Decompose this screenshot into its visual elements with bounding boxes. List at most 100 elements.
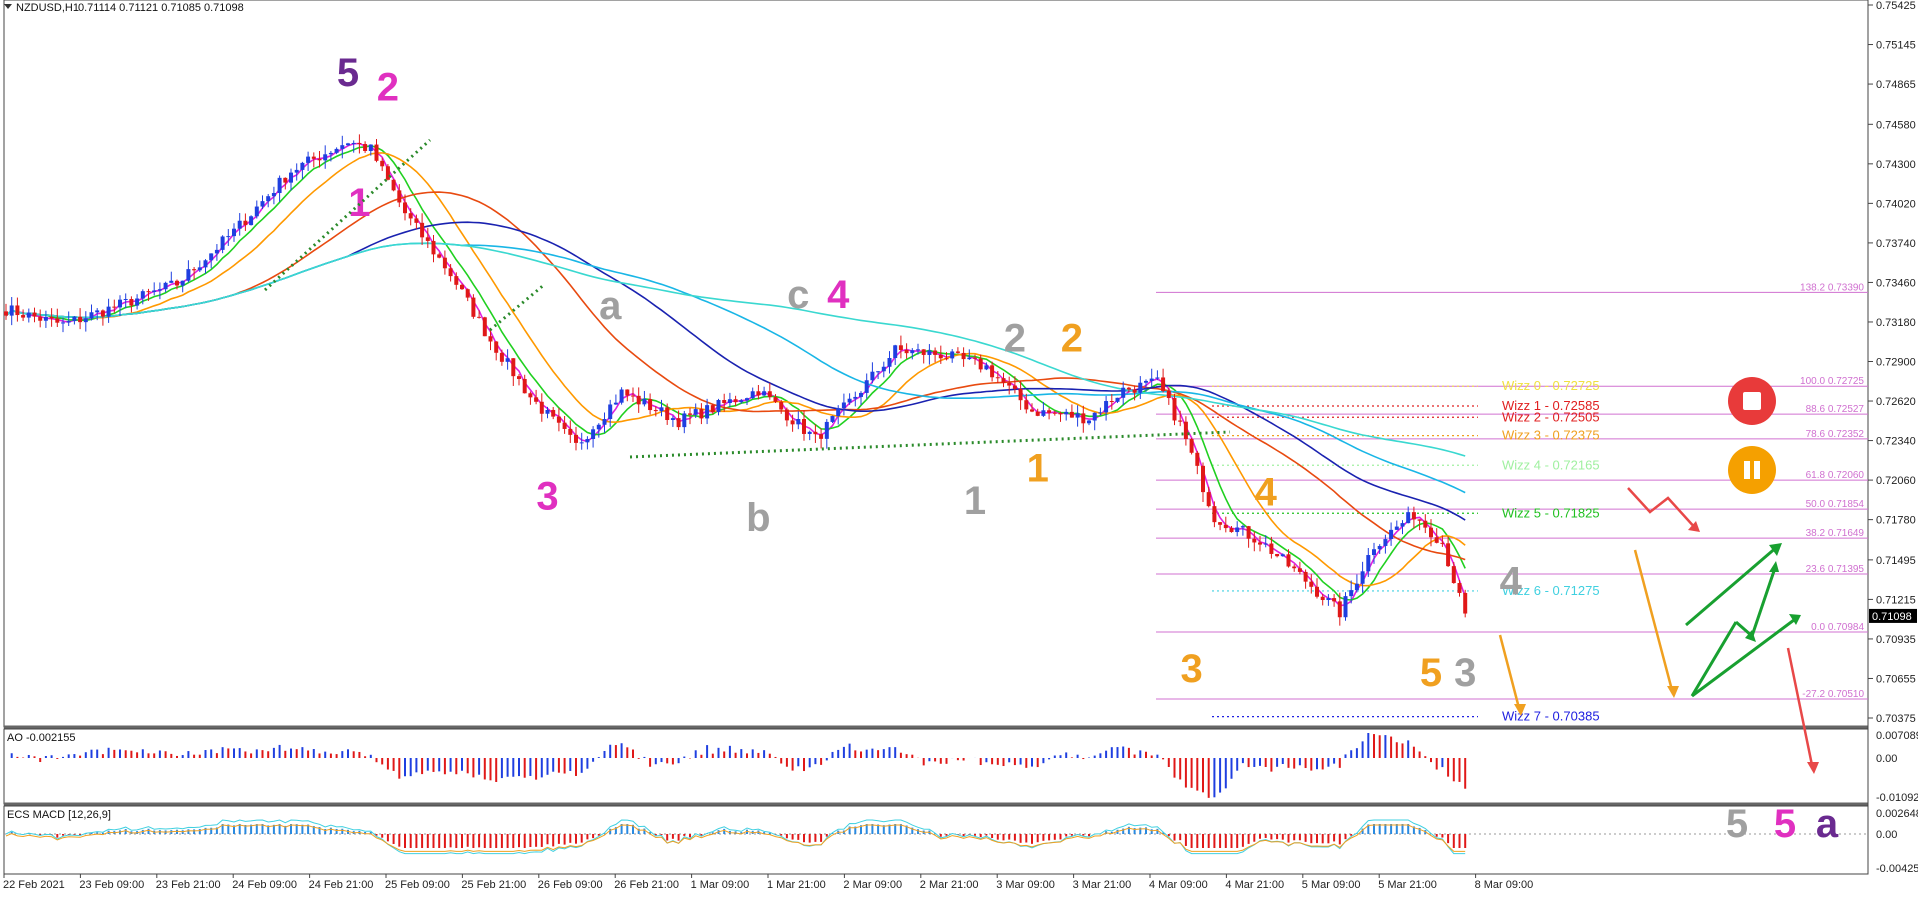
- candle-body: [551, 409, 556, 417]
- price-tick-label: 0.75425: [1876, 0, 1916, 12]
- candle-body: [790, 420, 795, 425]
- wave-label: 2: [1061, 317, 1083, 361]
- candle-body: [876, 371, 881, 373]
- candle-body: [602, 419, 607, 425]
- candle-body: [1446, 543, 1451, 567]
- candle-body: [374, 144, 379, 161]
- candle-body: [4, 311, 8, 316]
- candle-body: [140, 291, 145, 299]
- candle-body: [727, 399, 732, 404]
- candle-body: [1349, 590, 1354, 597]
- candle-body: [1229, 528, 1234, 533]
- candle-body: [209, 253, 214, 261]
- candle-body: [517, 376, 521, 379]
- wave-label: 4: [1500, 559, 1523, 603]
- candle-body: [397, 190, 402, 203]
- candle-body: [1081, 413, 1086, 424]
- candle-body: [340, 145, 345, 149]
- candle-body: [1087, 420, 1091, 424]
- candle-body: [579, 442, 584, 444]
- pause-icon-bar-right: [1754, 461, 1760, 479]
- candle-body: [1463, 592, 1468, 614]
- wizz-label: Wizz 3 - 0.72375: [1502, 428, 1600, 443]
- stop-button[interactable]: [1728, 377, 1776, 425]
- macd-signal-line: [5, 824, 1466, 852]
- candle-body: [784, 409, 789, 421]
- candle-body: [978, 358, 983, 370]
- collapse-triangle-icon[interactable]: [4, 4, 12, 9]
- candle-body: [1377, 545, 1382, 550]
- candle-body: [938, 354, 943, 359]
- candle-body: [1144, 380, 1148, 383]
- candle-body: [688, 413, 692, 415]
- candle-body: [613, 402, 618, 405]
- fib-label: 138.2 0.73390: [1800, 282, 1864, 293]
- candle-body: [653, 410, 658, 412]
- candle-body: [1098, 412, 1103, 414]
- wave-label: b: [746, 496, 770, 540]
- candle-body: [72, 316, 77, 322]
- wave-label: 3: [1180, 647, 1202, 691]
- candle-body: [990, 365, 995, 378]
- time-tick-label: 1 Mar 21:00: [767, 879, 826, 891]
- candle-body: [619, 389, 624, 403]
- candle-body: [100, 310, 105, 317]
- candle-body: [682, 413, 687, 428]
- price-tick-label: 0.71215: [1876, 594, 1916, 606]
- candle-body: [346, 143, 350, 146]
- price-tick-label: 0.71495: [1876, 555, 1916, 567]
- candle-body: [243, 220, 248, 226]
- candle-body: [870, 371, 875, 381]
- candle-body: [813, 431, 818, 435]
- candle-body: [1149, 378, 1154, 381]
- candle-body: [562, 422, 567, 429]
- candle-body: [26, 312, 31, 318]
- candle-body: [1320, 596, 1325, 601]
- candle-body: [220, 236, 225, 250]
- candle-body: [642, 399, 647, 405]
- candle-body: [511, 358, 516, 377]
- candle-body: [78, 316, 83, 323]
- candle-body: [21, 315, 26, 318]
- candle-body: [123, 299, 128, 301]
- candle-body: [1332, 598, 1337, 602]
- fib-label: -27.2 0.70510: [1802, 689, 1864, 700]
- candle-body: [568, 428, 573, 435]
- time-tick-label: 25 Feb 09:00: [385, 879, 450, 891]
- candle-body: [1246, 526, 1251, 539]
- candle-body: [391, 179, 396, 191]
- trendline-green-2: [629, 430, 1231, 459]
- green-arrow-4: [1685, 544, 1779, 627]
- orange-arrow-down-1: [1498, 634, 1522, 713]
- candle-body: [556, 416, 561, 423]
- candle-body: [271, 193, 276, 197]
- candle-body: [317, 158, 322, 161]
- candle-body: [1018, 388, 1023, 401]
- wave-label: 4: [827, 273, 850, 317]
- candle-body: [767, 391, 772, 398]
- wizz-label: Wizz 2 - 0.72505: [1502, 409, 1600, 424]
- candle-body: [351, 142, 356, 144]
- price-tick-label: 0.74865: [1876, 79, 1916, 91]
- candle-body: [482, 317, 487, 337]
- candle-body: [1389, 529, 1394, 540]
- candle-body: [95, 310, 100, 313]
- candle-body: [163, 282, 168, 290]
- candle-body: [89, 312, 94, 319]
- macd-tick-label: 0.00: [1876, 829, 1897, 841]
- candle-body: [260, 201, 265, 207]
- candle-body: [380, 160, 385, 167]
- candle-body: [1212, 506, 1217, 523]
- wave-label: 1: [964, 479, 986, 523]
- red-arrowhead-zigzag: [1688, 521, 1700, 532]
- pause-button[interactable]: [1728, 446, 1776, 494]
- candle-body: [967, 357, 972, 360]
- wizz-label: Wizz 1 - 0.72585: [1502, 398, 1600, 413]
- price-tick-label: 0.70375: [1876, 713, 1916, 725]
- candle-body: [1423, 520, 1428, 528]
- time-tick-label: 2 Mar 21:00: [920, 879, 979, 891]
- candle-body: [522, 378, 527, 394]
- candle-body: [118, 299, 122, 308]
- candle-body: [539, 401, 544, 414]
- candle-body: [266, 196, 271, 202]
